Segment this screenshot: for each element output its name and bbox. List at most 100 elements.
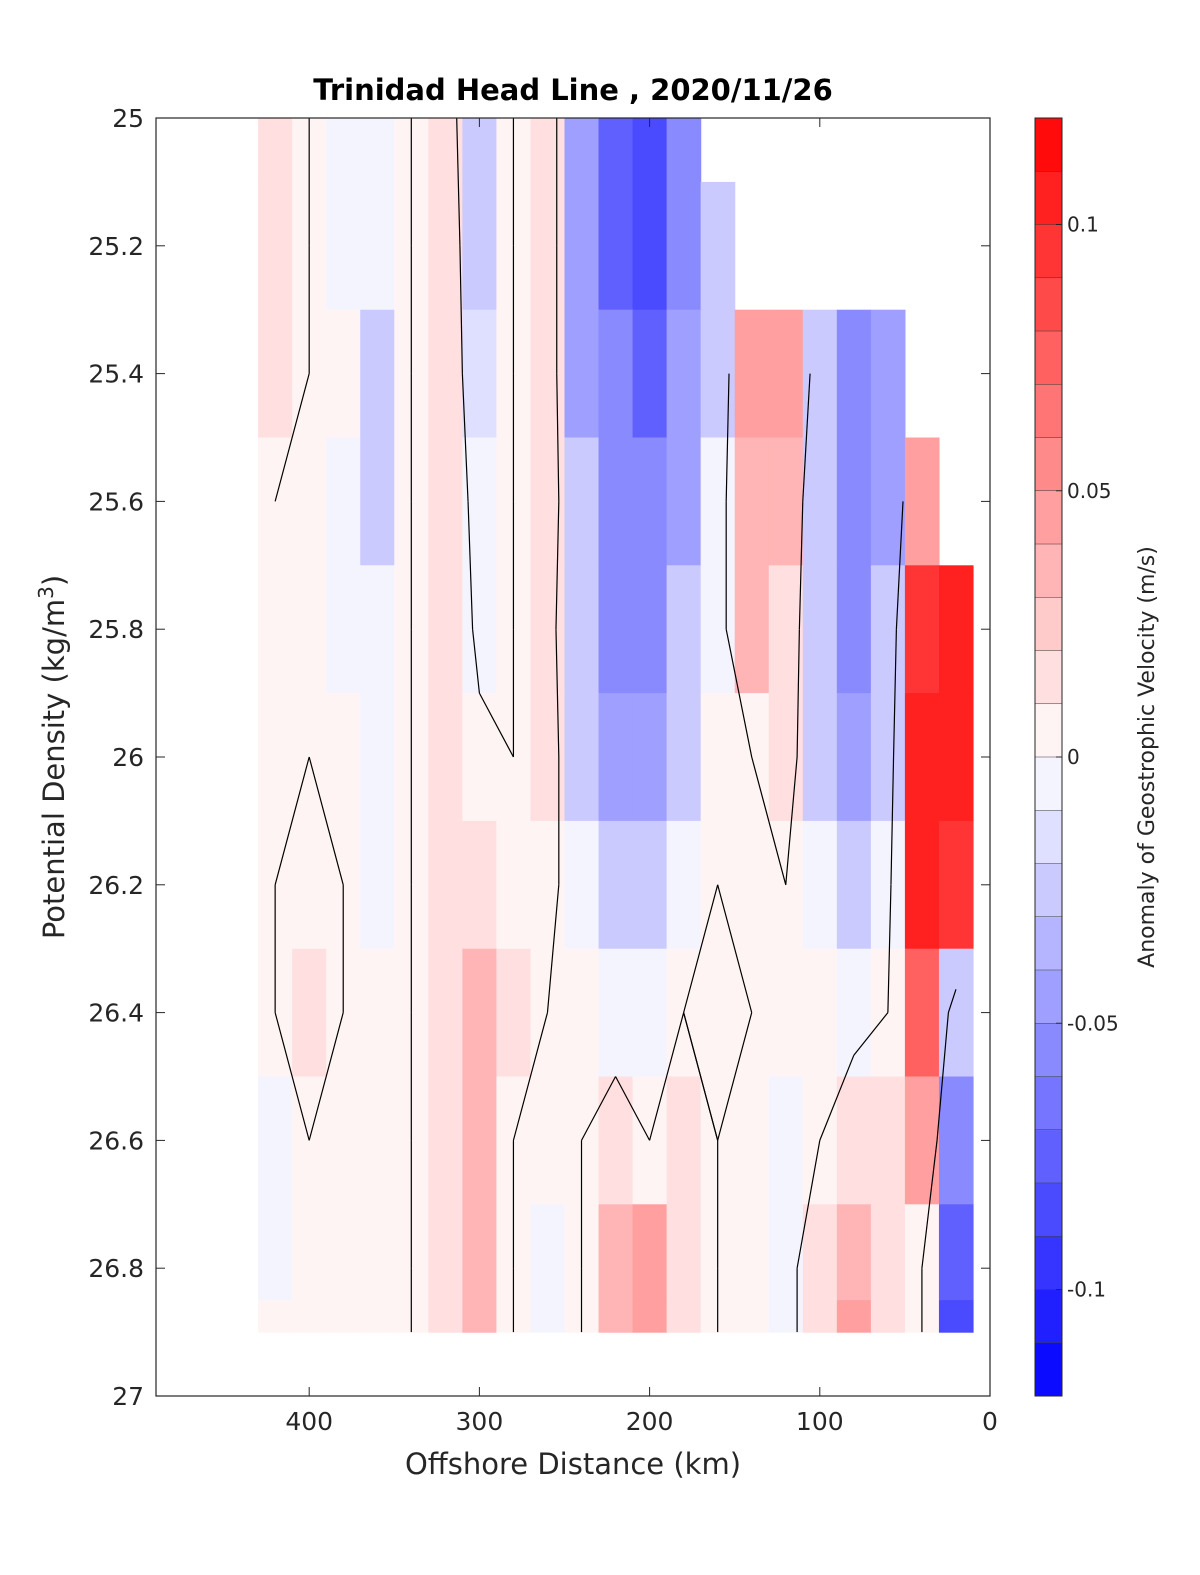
heatmap-cell [598,118,634,183]
colorbar-block [1035,1183,1062,1237]
heatmap-cell [802,820,838,950]
colorbar-block [1035,171,1062,225]
heatmap-cell [462,693,498,822]
y-tick-label: 26.8 [88,1254,144,1283]
heatmap-cell [360,693,395,822]
colorbar-block [1035,810,1062,864]
x-tick-label: 400 [285,1407,333,1436]
heatmap-cell [870,1076,906,1205]
heatmap-cell [598,309,634,439]
heatmap-cell [666,820,702,950]
heatmap-cell [836,1204,872,1301]
colorbar-block [1035,1023,1062,1077]
heatmap-cell [632,118,668,183]
heatmap-cell [292,1300,327,1333]
zero-contour-segment [546,884,560,1013]
heatmap-cell [938,1076,974,1205]
chart-title: Trinidad Head Line , 2020/11/26 [313,73,833,107]
y-tick-label: 25.4 [88,360,144,389]
zero-contour-segment [947,989,957,1013]
heatmap-cell [598,1076,634,1205]
heatmap-cell [496,948,532,1078]
x-tick-label: 0 [982,1407,998,1436]
colorbar-tick-label: 0 [1067,745,1080,769]
heatmap-cell [360,437,395,566]
heatmap-cell [870,693,906,822]
zero-contour-segment [683,884,719,1013]
heatmap-cell [326,1076,361,1205]
zero-contour-segment [751,756,787,885]
heatmap-cell [462,309,498,439]
colorbar-block [1035,1236,1062,1290]
heatmap-cell [326,565,361,694]
heatmap-cell [258,1300,293,1333]
x-tick-label: 300 [456,1407,504,1436]
heatmap-cell [428,820,463,950]
heatmap-cell [666,565,702,694]
heatmap-cell [462,1076,498,1205]
heatmap-cell [938,1300,974,1333]
colorbar-block [1035,437,1062,492]
colorbar-block [1035,1289,1062,1344]
zero-contour-segment [796,1140,821,1269]
zero-contour-segment [725,629,753,758]
heatmap-cell [258,181,293,311]
heatmap-cell [326,437,361,566]
zero-contour-segment [785,756,798,885]
heatmap-cell [530,1300,566,1333]
heatmap-cell [564,181,600,311]
heatmap-cell [428,437,463,566]
heatmap-cell [632,693,668,822]
heatmap-cell [802,309,838,439]
heatmap-cell [870,1300,906,1333]
heatmap-cell [292,820,327,950]
heatmap-cell [904,1076,940,1205]
heatmap-cell [632,565,668,694]
colorbar-block [1035,1129,1062,1184]
heatmap-cell [462,181,498,311]
heatmap-cell [258,118,293,183]
y-axis-label-main: Potential Density (kg/m [37,599,71,939]
heatmap-cell [258,309,293,439]
heatmap-cell [768,948,804,1078]
y-tick-label: 25.6 [88,487,144,516]
zero-contour-segment [936,1012,949,1141]
heatmap-cell [258,693,293,822]
heatmap-cell [666,181,702,311]
heatmap-cell [870,820,906,950]
heatmap-cell [564,565,600,694]
zero-contour-lines [274,118,957,1333]
heatmap-cell [836,437,872,566]
heatmap-cell [904,948,940,1078]
zero-contour-segment [798,501,804,630]
heatmap-cell [564,437,600,566]
heatmap-cell [360,1076,395,1205]
heatmap-cell [428,693,463,822]
colorbar-block [1035,544,1062,598]
heatmap-cell [666,437,702,566]
heatmap-cell [700,181,736,311]
heatmap-cell [598,948,634,1078]
colorbar-label: Anomaly of Geostrophic Velocity (m/s) [1135,546,1160,968]
colorbar: 0.1 0.05 0 -0.05 -0.1 Anomaly of Geostrophic… [1034,117,1160,1397]
heatmap-cell [870,1204,906,1301]
heatmap-cell [802,693,838,822]
heatmap-cell [632,309,668,439]
y-tick-label: 27 [112,1382,144,1411]
heatmap-cell [360,1300,395,1333]
heatmap-cell [326,1204,361,1301]
heatmap-cell [632,1300,668,1333]
x-tick-label: 100 [796,1407,844,1436]
colorbar-block [1035,863,1062,918]
heatmap-cell [734,309,770,439]
heatmap-cell [768,437,804,566]
zero-contour-segment [471,629,480,694]
heatmap-cell [836,820,872,950]
heatmap-cell [734,1204,770,1301]
zero-contour-segment [555,501,560,630]
colorbar-block [1035,650,1062,705]
heatmap-cell [428,181,463,311]
x-tick-label: 200 [626,1407,674,1436]
colorbar-tick-label: -0.05 [1067,1011,1119,1035]
